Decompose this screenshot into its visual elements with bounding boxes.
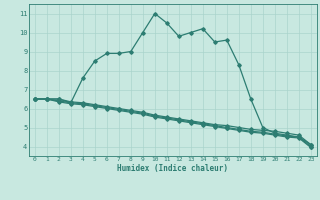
X-axis label: Humidex (Indice chaleur): Humidex (Indice chaleur) <box>117 164 228 173</box>
